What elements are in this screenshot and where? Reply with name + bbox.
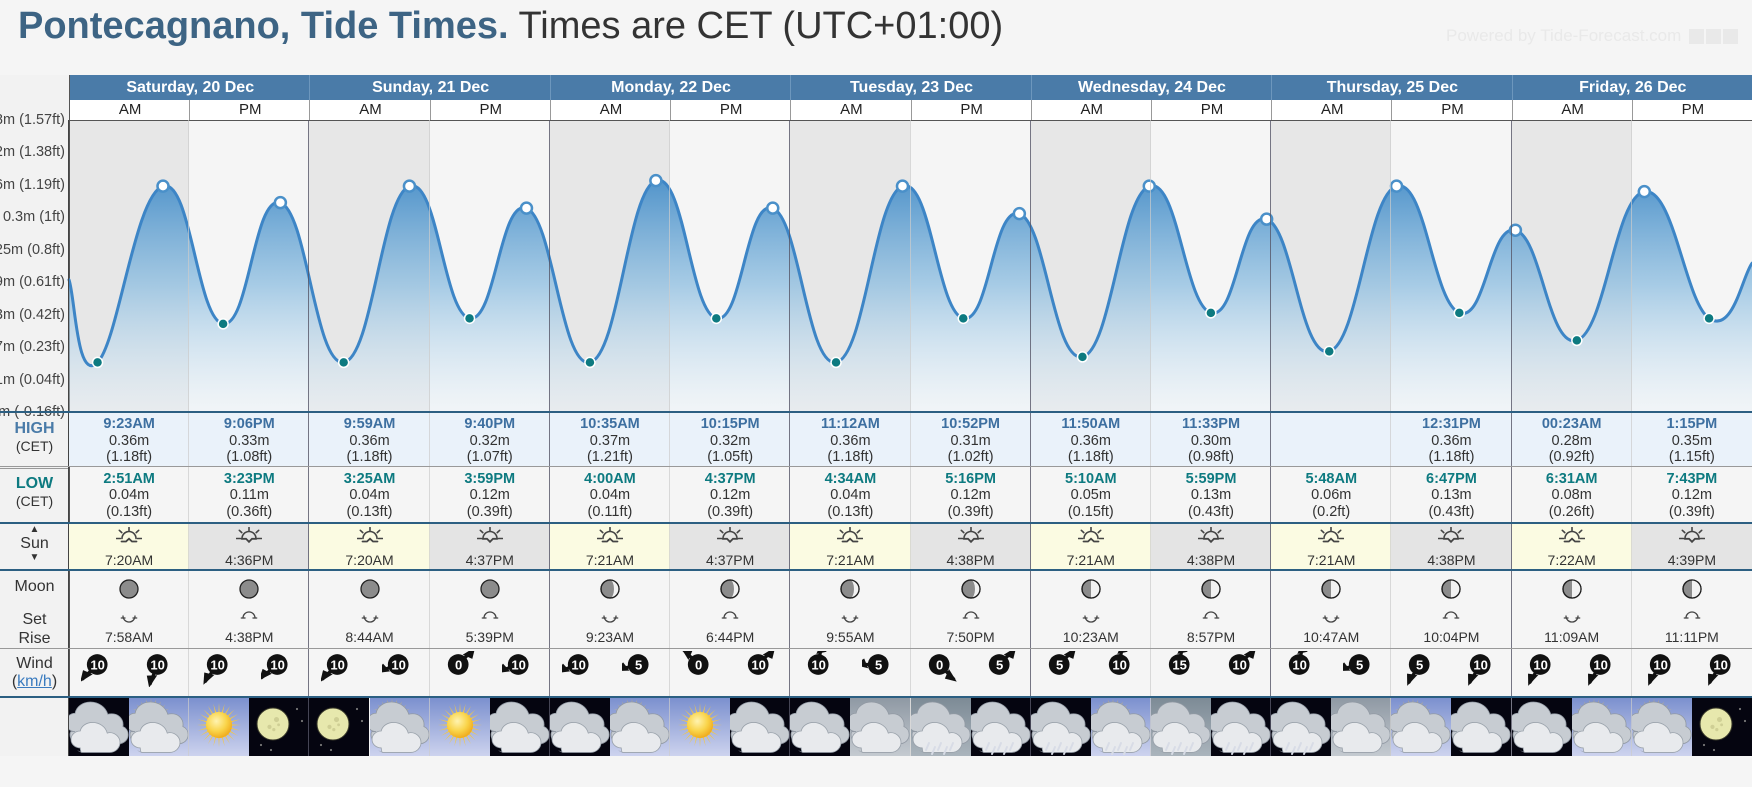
svg-text:0: 0 <box>695 657 702 672</box>
svg-text:10: 10 <box>331 657 346 672</box>
svg-text:10: 10 <box>151 657 166 672</box>
svg-text:5: 5 <box>1356 657 1363 672</box>
svg-text:10: 10 <box>511 657 526 672</box>
svg-text:5: 5 <box>996 657 1003 672</box>
svg-text:10: 10 <box>391 657 406 672</box>
svg-text:10: 10 <box>1593 657 1608 672</box>
svg-text:10: 10 <box>812 657 827 672</box>
svg-text:0: 0 <box>455 657 462 672</box>
svg-text:5: 5 <box>635 657 642 672</box>
svg-text:10: 10 <box>1293 657 1308 672</box>
svg-text:10: 10 <box>1713 657 1728 672</box>
svg-text:10: 10 <box>90 657 105 672</box>
svg-text:10: 10 <box>1653 657 1668 672</box>
svg-text:10: 10 <box>1232 657 1247 672</box>
svg-text:10: 10 <box>752 657 767 672</box>
svg-text:15: 15 <box>1172 657 1187 672</box>
svg-text:10: 10 <box>1473 657 1488 672</box>
svg-text:5: 5 <box>875 657 882 672</box>
svg-text:10: 10 <box>211 657 226 672</box>
svg-text:0: 0 <box>936 657 943 672</box>
svg-text:10: 10 <box>271 657 286 672</box>
svg-text:5: 5 <box>1416 657 1423 672</box>
svg-text:10: 10 <box>1533 657 1548 672</box>
svg-text:5: 5 <box>1056 657 1063 672</box>
svg-text:10: 10 <box>1112 657 1127 672</box>
svg-text:10: 10 <box>571 657 586 672</box>
